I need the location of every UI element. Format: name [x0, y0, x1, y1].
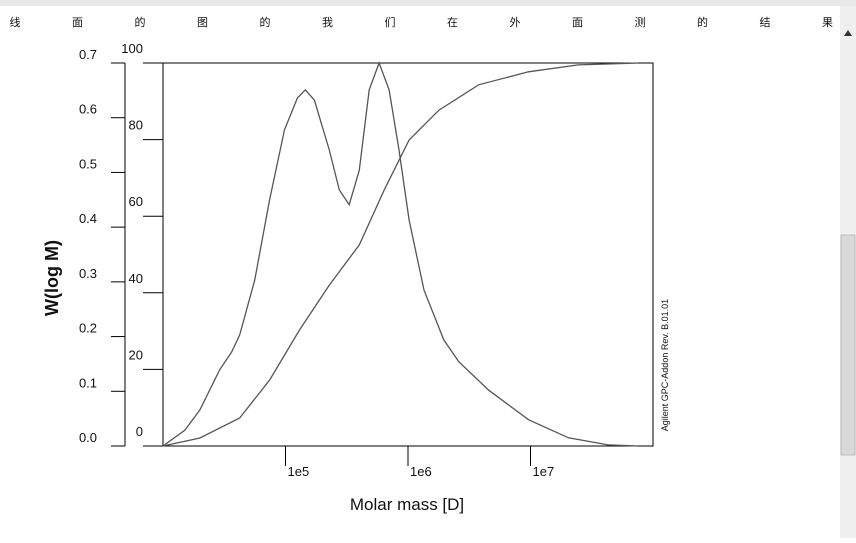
y-tick-label: 0.2 — [79, 321, 97, 336]
series-line — [162, 61, 639, 447]
header-text: 线 — [10, 15, 21, 29]
header-text: 的 — [260, 15, 271, 29]
header-text: 的 — [135, 15, 146, 29]
header-text: 果 — [822, 16, 833, 29]
y-tick-label: 0.3 — [79, 266, 97, 281]
scrollbar-thumb[interactable] — [840, 234, 856, 456]
header-text: 结 — [760, 16, 771, 29]
y-tick-label: 0.4 — [79, 211, 97, 226]
scroll-up-arrow[interactable] — [844, 30, 852, 36]
x-axis-title: Molar mass [D] — [350, 495, 464, 514]
series-line — [162, 62, 639, 447]
header-text: 图 — [197, 16, 208, 29]
y2-tick-label: 80 — [129, 118, 143, 133]
y-tick-label: 0.5 — [79, 156, 97, 171]
plot: 0.0 0.1 0.2 0.3 0.4 0.5 0.6 0.7 0 20 40 60 80 100 1e5 1… — [79, 41, 639, 479]
y2-tick-label: 60 — [129, 194, 143, 209]
y2-tick-label: 20 — [129, 347, 143, 362]
x-tick-label: 1e5 — [288, 464, 310, 479]
y2-tick-label: 100 — [121, 41, 143, 56]
y-tick-label: 0.0 — [79, 430, 97, 445]
header-text: 的 — [697, 15, 708, 29]
header-text: 外 — [510, 16, 521, 29]
header-text: 面 — [72, 16, 83, 29]
top-bar — [0, 0, 856, 6]
y-tick-label: 0.7 — [79, 47, 97, 62]
header-text: 我 — [322, 16, 333, 29]
y-tick-label: 0.1 — [79, 375, 97, 390]
software-note: Agilent GPC-Addon Rev. B.01.01 — [660, 299, 670, 431]
header-text: 面 — [572, 16, 583, 29]
y-tick-label: 0.6 — [79, 102, 97, 117]
x-tick-label: 1e7 — [533, 464, 555, 479]
x-tick-label: 1e6 — [410, 464, 432, 479]
header-text: 在 — [447, 16, 458, 29]
header-text: 们 — [385, 15, 396, 29]
header-text: 测 — [635, 16, 646, 29]
header-row: 线面的图的我们在外面测的结果 — [10, 15, 834, 29]
y2-tick-label: 40 — [129, 271, 143, 286]
plot-frame — [162, 62, 654, 447]
y-axis-title: W(log M) — [42, 240, 62, 316]
y2-tick-label: 0 — [136, 424, 143, 439]
